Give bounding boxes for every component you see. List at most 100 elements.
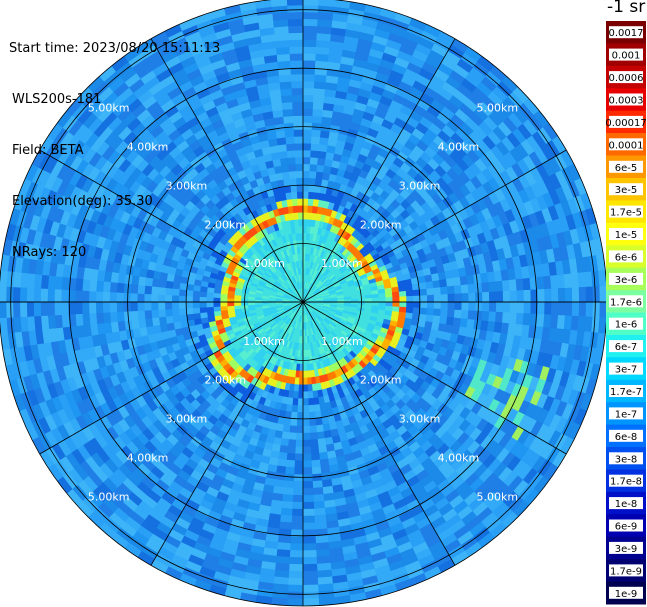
ppi-cell <box>309 425 318 434</box>
ppi-cell <box>233 304 242 310</box>
ppi-cell <box>164 301 173 310</box>
ppi-cell <box>12 286 21 303</box>
ppi-cell <box>279 438 289 447</box>
ppi-cell <box>302 177 310 186</box>
ppi-cell <box>302 191 310 199</box>
ppi-cell <box>291 501 304 510</box>
ppi-cell <box>302 377 308 386</box>
ppi-cell <box>299 246 304 255</box>
ppi-cell <box>306 370 312 379</box>
ppi-cell <box>123 292 131 303</box>
ppi-cell <box>192 307 201 314</box>
ppi-cell <box>302 556 318 565</box>
ppi-cell <box>288 39 304 48</box>
ppi-cell <box>285 136 296 145</box>
ppi-cell <box>143 285 153 295</box>
ppi-cell <box>74 277 84 291</box>
ppi-cell <box>297 391 304 400</box>
ppi-cell <box>192 312 201 320</box>
ppi-cell <box>446 309 456 319</box>
ppi-cell <box>0 269 8 287</box>
ppi-cell <box>461 301 470 312</box>
ppi-cell <box>288 425 297 434</box>
ppi-cell <box>199 296 207 303</box>
ppi-cell <box>281 101 294 110</box>
ppi-cell <box>199 306 208 314</box>
ppi-cell <box>433 308 442 317</box>
ppi-cell <box>294 453 304 462</box>
ppi-cell <box>468 301 477 312</box>
ppi-cell <box>482 301 490 313</box>
ppi-cell <box>564 301 573 317</box>
ppi-cell <box>313 87 326 97</box>
ppi-cell <box>292 481 304 489</box>
ppi-cell <box>297 204 304 213</box>
ppi-cell <box>143 309 153 319</box>
ppi-cell <box>302 101 314 110</box>
ppi-cell <box>495 311 504 324</box>
ppi-cell <box>0 317 8 335</box>
ppi-cell <box>313 500 326 510</box>
ppi-cell <box>551 301 559 316</box>
ppi-cell <box>286 149 296 159</box>
ppi-cell <box>298 218 304 227</box>
ppi-cell <box>309 170 318 179</box>
ppi-cell <box>501 312 511 325</box>
ppi-cell <box>315 424 324 433</box>
ppi-cell <box>306 384 313 393</box>
ppi-cell <box>426 308 435 317</box>
ppi-cell <box>150 293 159 303</box>
ppi-cell <box>95 279 105 292</box>
ppi-cell <box>302 149 312 158</box>
ppi-cell <box>226 305 235 311</box>
ppi-cell <box>302 391 309 400</box>
ppi-cell <box>317 157 327 166</box>
ppi-cell <box>310 452 320 462</box>
ppi-cell <box>287 18 304 27</box>
ppi-cell <box>474 310 483 322</box>
ppi-cell <box>291 94 304 103</box>
ppi-cell <box>205 296 214 303</box>
ppi-cell <box>295 156 304 165</box>
ppi-cell <box>302 405 310 413</box>
ppi-cell <box>467 310 476 321</box>
ppi-cell <box>302 73 316 82</box>
ppi-cell <box>233 301 242 306</box>
ppi-cell <box>392 301 401 308</box>
ppi-cell <box>178 295 187 303</box>
ppi-cell <box>116 301 124 313</box>
ppi-cell <box>288 32 304 41</box>
ppi-cell <box>74 313 84 327</box>
ppi-cell <box>297 398 304 406</box>
ppi-cell <box>302 494 314 503</box>
ppi-cell <box>277 451 288 461</box>
ppi-cell <box>158 316 167 326</box>
ppi-cell <box>287 4 304 13</box>
ppi-cell <box>289 52 304 61</box>
ppi-cell <box>289 177 298 186</box>
ppi-cell <box>286 445 296 455</box>
ppi-cell <box>302 467 313 476</box>
ppi-cell <box>299 232 304 241</box>
ppi-cell <box>302 536 317 545</box>
ppi-cell <box>311 473 323 482</box>
ppi-cell <box>291 191 298 200</box>
ppi-cell <box>302 122 313 130</box>
ppi-cell <box>302 398 309 406</box>
ppi-cell <box>313 80 327 90</box>
ppi-cell <box>47 301 55 316</box>
ppi-cell <box>557 301 566 317</box>
ppi-cell <box>205 301 214 308</box>
ppi-cell <box>297 384 304 393</box>
ppi-cell <box>523 301 532 315</box>
ppi-cell <box>5 301 14 318</box>
ppi-cell <box>158 278 167 288</box>
ppi-cell <box>123 310 132 322</box>
ppi-cell <box>309 439 319 448</box>
ppi-cell <box>306 377 313 386</box>
ppi-cell <box>302 570 318 579</box>
ppi-cell <box>292 108 304 117</box>
ppi-cell <box>283 115 294 124</box>
ppi-cell <box>95 301 104 314</box>
ppi-cell <box>295 439 304 448</box>
